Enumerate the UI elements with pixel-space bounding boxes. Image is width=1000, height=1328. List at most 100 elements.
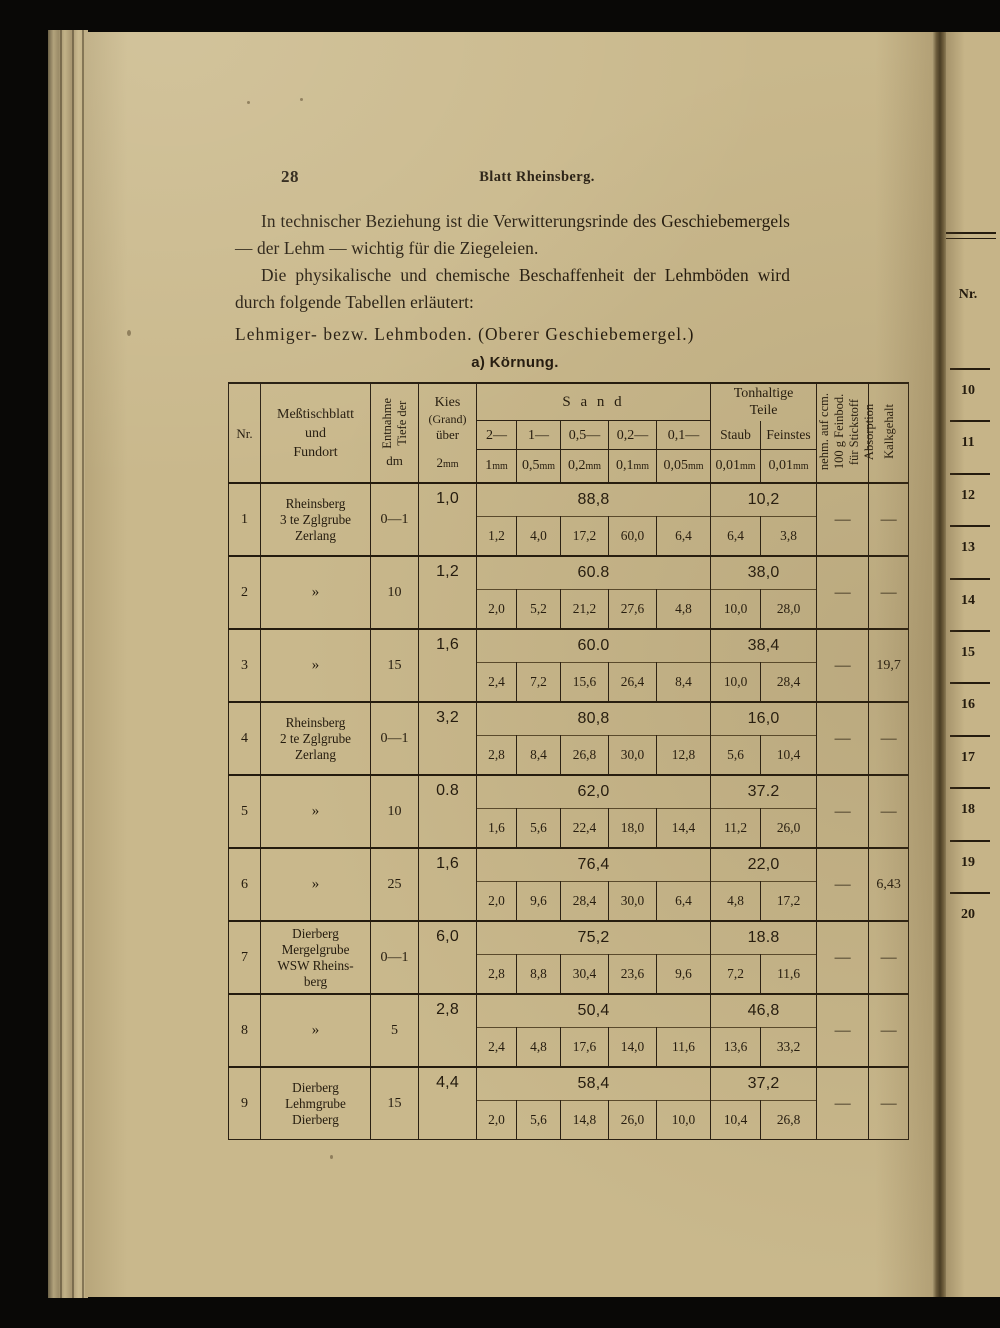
next-page-row-rule xyxy=(950,630,990,632)
paper-speck xyxy=(247,101,250,104)
cell-depth: 10 xyxy=(370,555,419,630)
cell-kalkgehalt: — xyxy=(868,482,910,557)
next-page-row-rule xyxy=(950,472,990,475)
cell-clay-2: 26,8 xyxy=(760,1100,818,1140)
header-clay-range-2-unit: mm xyxy=(793,461,809,473)
cell-sand-2: 5,2 xyxy=(516,589,561,630)
cell-sand-4: 27,6 xyxy=(608,589,657,630)
next-page-row-rule xyxy=(950,420,990,423)
cell-absorption: — xyxy=(816,555,870,630)
next-page-row-number: 10 xyxy=(961,383,975,398)
cell-sand-3: 22,4 xyxy=(560,808,609,849)
header-tonhaltige-group: Tonhaltige Teile xyxy=(710,382,818,421)
header-clay-range-2-bot: 0,01 xyxy=(768,458,794,474)
cell-sand-2: 9,6 xyxy=(516,881,561,922)
cell-sand-3: 14,8 xyxy=(560,1100,609,1140)
next-page-row-rule xyxy=(950,892,990,894)
document-page-left: 28 Blatt Rheinsberg. In technischer Bezi… xyxy=(85,32,935,1297)
cell-location: Rheinsberg 3 te Zglgrube Zerlang xyxy=(260,482,371,557)
cell-clay-total: 18.8 xyxy=(710,920,818,955)
page-edge-line xyxy=(60,30,62,1298)
cell-sand-2: 5,6 xyxy=(516,808,561,849)
cell-sand-1: 2,8 xyxy=(476,954,517,995)
header-sand-range-3-bot: 0,2 xyxy=(567,458,586,474)
header-sand-range-1-top: 2— xyxy=(476,420,517,450)
table-row-detail: 2,8 8,8 30,4 23,6 9,6 7,2 11,6 xyxy=(229,954,909,995)
cell-kalkgehalt: — xyxy=(868,701,910,776)
cell-sand-1: 2,0 xyxy=(476,881,517,922)
cell-sand-3: 26,8 xyxy=(560,735,609,776)
cell-sand-total: 76,4 xyxy=(475,847,712,882)
header-kies-unit: 2 xyxy=(436,454,443,470)
next-page-row-rule xyxy=(950,734,990,737)
next-page-row-rule xyxy=(950,839,990,842)
cell-sand-5: 6,4 xyxy=(655,516,712,557)
cell-clay-total: 38,4 xyxy=(710,628,818,663)
cell-sand-1: 2,0 xyxy=(476,1100,517,1140)
cell-clay-2: 3,8 xyxy=(760,516,818,557)
paragraph-1-text: In technischer Beziehung ist die Verwitt… xyxy=(235,211,790,258)
cell-clay-1: 10,0 xyxy=(710,662,762,703)
cell-clay-total: 22,0 xyxy=(710,847,818,882)
cell-sand-3: 17,2 xyxy=(560,516,609,557)
cell-absorption: — xyxy=(816,482,870,557)
table-body: 1 Rheinsberg 3 te Zglgrube Zerlang 0—1 1,0 88,… xyxy=(228,482,910,1140)
cell-sand-5: 14,4 xyxy=(655,808,712,849)
header-kies: Kies (Grand) über 2mm xyxy=(418,382,477,484)
header-sand-range-5-top: 0,1— xyxy=(655,420,712,450)
cell-depth: 15 xyxy=(370,1066,419,1140)
document-page-right: Nr. 10 11 12 13 14 15 16 17 18 19 20 xyxy=(946,32,1000,1297)
cell-clay-total: 37,2 xyxy=(710,1066,818,1101)
cell-clay-total: 46,8 xyxy=(710,993,818,1028)
table-row: 2» 10 1,2 60.8 38,0— — xyxy=(228,555,910,630)
next-page-row-number: 13 xyxy=(961,540,975,556)
cell-absorption: — xyxy=(816,920,870,995)
cell-depth: 5 xyxy=(370,993,419,1068)
cell-clay-total: 38,0 xyxy=(710,555,818,590)
table-row-detail: 2,0 5,2 21,2 27,6 4,8 10,0 28,0 xyxy=(229,589,909,630)
header-sand-group: S a n d xyxy=(475,382,712,422)
page-number: 28 xyxy=(281,167,299,186)
table-header-row-1: Nr. Meßtischblatt und Fundort Tiefe der … xyxy=(228,382,910,484)
header-sand-range-5-bot: 0,05 xyxy=(663,458,688,474)
header-clay-range-1-bot: 0,01 xyxy=(715,458,741,474)
cell-depth: 0—1 xyxy=(370,701,419,776)
cell-absorption: — xyxy=(816,993,870,1068)
page-edge-line xyxy=(72,30,74,1298)
cell-sand-total: 58,4 xyxy=(475,1066,712,1101)
cell-nr: 6 xyxy=(228,847,261,922)
cell-sand-4: 30,0 xyxy=(608,735,657,776)
table-row-detail: 2,4 7,2 15,6 26,4 8,4 10,0 28,4 xyxy=(229,662,909,703)
cell-sand-1: 2,0 xyxy=(476,589,517,630)
table-row: 1 Rheinsberg 3 te Zglgrube Zerlang 0—1 1,0 88,… xyxy=(228,482,910,557)
cell-sand-4: 26,4 xyxy=(608,662,657,703)
cell-sand-1: 1,2 xyxy=(476,516,517,557)
header-location-l2: und xyxy=(305,425,326,441)
header-depth-l2: Entnahme xyxy=(380,397,394,449)
table-row-detail: 2,4 4,8 17,6 14,0 11,6 13,6 33,2 xyxy=(229,1027,909,1068)
cell-sand-3: 21,2 xyxy=(560,589,609,630)
next-page-number-column: Nr. 10 11 12 13 14 15 16 17 18 19 20 xyxy=(946,32,1000,1297)
cell-nr: 4 xyxy=(228,701,261,776)
cell-sand-total: 60.0 xyxy=(475,628,712,663)
cell-depth: 0—1 xyxy=(370,482,419,557)
header-location: Meßtischblatt und Fundort xyxy=(260,382,371,484)
cell-sand-4: 23,6 xyxy=(608,954,657,995)
next-page-row-number: 14 xyxy=(961,592,975,608)
cell-kies: 6,0 xyxy=(418,920,477,995)
cell-sand-2: 4,8 xyxy=(516,1027,561,1068)
cell-clay-2: 11,6 xyxy=(760,954,818,995)
next-page-row-rule xyxy=(950,682,990,685)
cell-absorption: — xyxy=(816,847,870,922)
page-content: 28 Blatt Rheinsberg. In technischer Bezi… xyxy=(85,32,935,1297)
cell-clay-2: 33,2 xyxy=(760,1027,818,1068)
cell-location: Dierberg Lehmgrube Dierberg xyxy=(260,1066,371,1140)
cell-clay-total: 16,0 xyxy=(710,701,818,736)
cell-kies: 1,0 xyxy=(418,482,477,557)
paper-speck xyxy=(127,330,131,336)
cell-kies: 1,6 xyxy=(418,847,477,922)
next-page-row-number: 20 xyxy=(961,907,975,922)
table-row: 9 Dierberg Lehmgrube Dierberg 15 4,4 58,4 37,2—… xyxy=(228,1066,910,1140)
cell-sand-total: 75,2 xyxy=(475,920,712,955)
